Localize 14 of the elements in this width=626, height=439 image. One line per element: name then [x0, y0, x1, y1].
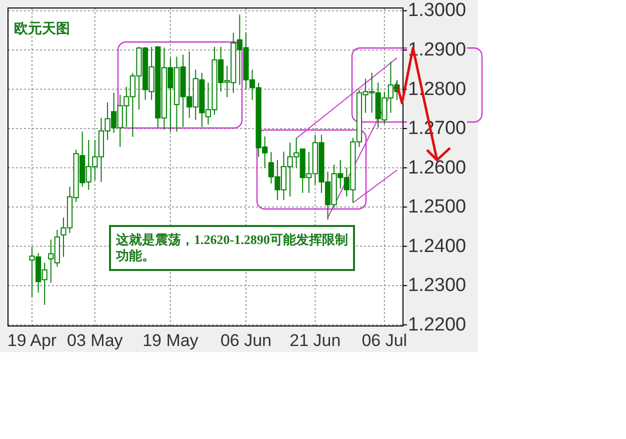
x-tick-label: 19 Apr — [7, 331, 57, 350]
x-tick-label: 06 Jul — [362, 331, 408, 350]
y-tick-label: 1.3000 — [408, 0, 466, 22]
text: 欧元天图 — [14, 21, 70, 37]
y-tick-label: 1.2300 — [408, 275, 466, 296]
y-tick-label: 1.2400 — [408, 236, 466, 257]
y-tick-label: 1.2500 — [408, 196, 466, 218]
x-tick-label: 03 May — [67, 331, 124, 350]
y-tick-label: 1.2200 — [408, 314, 466, 336]
annotation: 这就是震荡，1.2620-1.2890可能发挥限制功能。 — [115, 232, 348, 263]
x-tick-label: 19 May — [142, 331, 199, 350]
x-tick-label: 06 Jun — [220, 331, 272, 350]
y-tick-label: 1.2600 — [408, 157, 466, 178]
x-tick-label: 21 Jun — [290, 331, 341, 350]
